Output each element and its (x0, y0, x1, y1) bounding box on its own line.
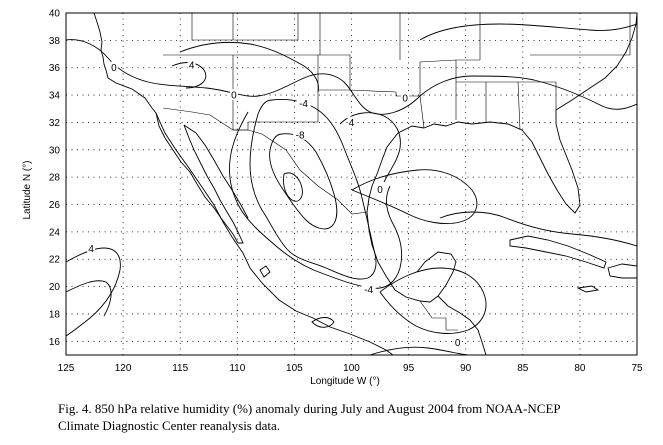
contour-zero-central (229, 111, 403, 289)
x-tick-label: 110 (229, 363, 245, 374)
x-tick-label: 75 (631, 363, 643, 374)
y-tick-label: 28 (49, 173, 61, 184)
contour-label-backdrop (361, 283, 376, 295)
contour-north-east (419, 23, 637, 41)
us-mexico-border (162, 107, 368, 215)
state-borders (163, 13, 631, 131)
contour-label-backdrop (293, 128, 308, 140)
contour-label-backdrop (109, 61, 118, 73)
island-hispaniola (607, 263, 637, 279)
contour-label-backdrop (401, 91, 410, 103)
contour-zero-gulf (351, 169, 478, 225)
contour-label: 0 (455, 338, 461, 349)
contour-neg4-southeast (379, 267, 487, 334)
coastline-gulf-mexico (366, 125, 457, 303)
map-outlines (93, 13, 637, 355)
y-tick-label: 20 (49, 282, 61, 293)
y-tick-label: 30 (49, 145, 61, 156)
mexico-guatemala-border (419, 300, 458, 331)
x-tick-label: 95 (403, 363, 415, 374)
y-tick-label: 36 (49, 63, 61, 74)
contour-label: 0 (402, 93, 408, 104)
x-tick-label: 105 (286, 363, 303, 374)
contour-four-north (179, 42, 319, 93)
contour-loop-small (311, 317, 335, 328)
x-axis-ticks: 125 120 115 110 105 100 95 90 85 80 75 (58, 363, 643, 374)
coastline-central-america (437, 295, 487, 355)
contour-label-backdrop (229, 89, 238, 101)
contour-label-backdrop (347, 116, 356, 128)
figure-caption: Fig. 4. 850 hPa relative humidity (%) an… (58, 400, 658, 434)
contour-neg8 (269, 133, 338, 230)
y-tick-label: 34 (49, 91, 61, 102)
x-tick-label: 85 (517, 363, 529, 374)
x-tick-label: 90 (460, 363, 472, 374)
contour-zero-southwest (66, 280, 112, 317)
caption-line-1: Fig. 4. 850 hPa relative humidity (%) an… (58, 401, 561, 416)
contour-neg4-outer (249, 99, 377, 280)
contour-label: 4 (88, 244, 94, 255)
contour-zero-texas (339, 112, 401, 183)
x-tick-label: 125 (58, 363, 75, 374)
coastline-sonora (183, 124, 249, 219)
contour-labels: 0 4 0 -4 -8 4 0 0 4 -4 0 (87, 58, 462, 349)
grid-lines (66, 13, 637, 355)
y-tick-label: 18 (49, 309, 61, 320)
coastline-baja-west (155, 112, 239, 244)
y-axis-title: Latitude N (°) (22, 160, 33, 219)
y-tick-label: 40 (49, 9, 61, 20)
contour-label-backdrop (187, 58, 196, 70)
island-jamaica (576, 285, 600, 293)
contour-four-arizona (171, 62, 207, 89)
y-tick-label: 22 (49, 255, 61, 266)
y-tick-label: 32 (49, 118, 61, 129)
contour-label-backdrop (296, 97, 311, 109)
x-tick-label: 115 (172, 363, 188, 374)
inland-lake (259, 265, 271, 278)
coastline-baja-east (183, 124, 244, 244)
contour-label: 4 (189, 60, 195, 71)
contour-label-backdrop (376, 183, 385, 195)
contour-label: -4 (299, 99, 308, 110)
y-tick-label: 16 (49, 337, 61, 348)
y-tick-label: 24 (49, 227, 61, 238)
contour-label: -8 (296, 130, 305, 141)
coastline-atlantic (555, 13, 637, 111)
x-axis-title: Longitude W (°) (310, 376, 380, 387)
island-cuba (509, 235, 607, 269)
y-tick-label: 26 (49, 200, 61, 211)
contour-label-backdrop (87, 242, 96, 254)
contour-label: -4 (364, 285, 373, 296)
x-tick-label: 80 (574, 363, 586, 374)
caption-line-2: Climate Diagnostic Center reanalysis dat… (58, 418, 281, 433)
contour-neg12 (283, 172, 303, 202)
x-tick-label: 120 (115, 363, 132, 374)
x-tick-label: 100 (343, 363, 360, 374)
contour-zero-northwest (66, 39, 637, 115)
contour-label: 4 (349, 118, 355, 129)
contour-label: 0 (111, 63, 117, 74)
y-axis-ticks: 16 18 20 22 24 26 28 30 32 34 36 38 40 (49, 9, 61, 348)
contour-label-backdrop (453, 336, 462, 348)
contour-label: 0 (377, 185, 383, 196)
plot-frame (65, 12, 638, 356)
contour-loop-caribbean (439, 211, 637, 247)
coastline-gulf-north (423, 110, 581, 214)
y-tick-label: 38 (49, 36, 61, 47)
contour-four-southwest (66, 247, 121, 337)
coastline-pacific (93, 13, 394, 355)
contour-label: 0 (231, 91, 237, 102)
contour-zero-south (369, 346, 469, 355)
